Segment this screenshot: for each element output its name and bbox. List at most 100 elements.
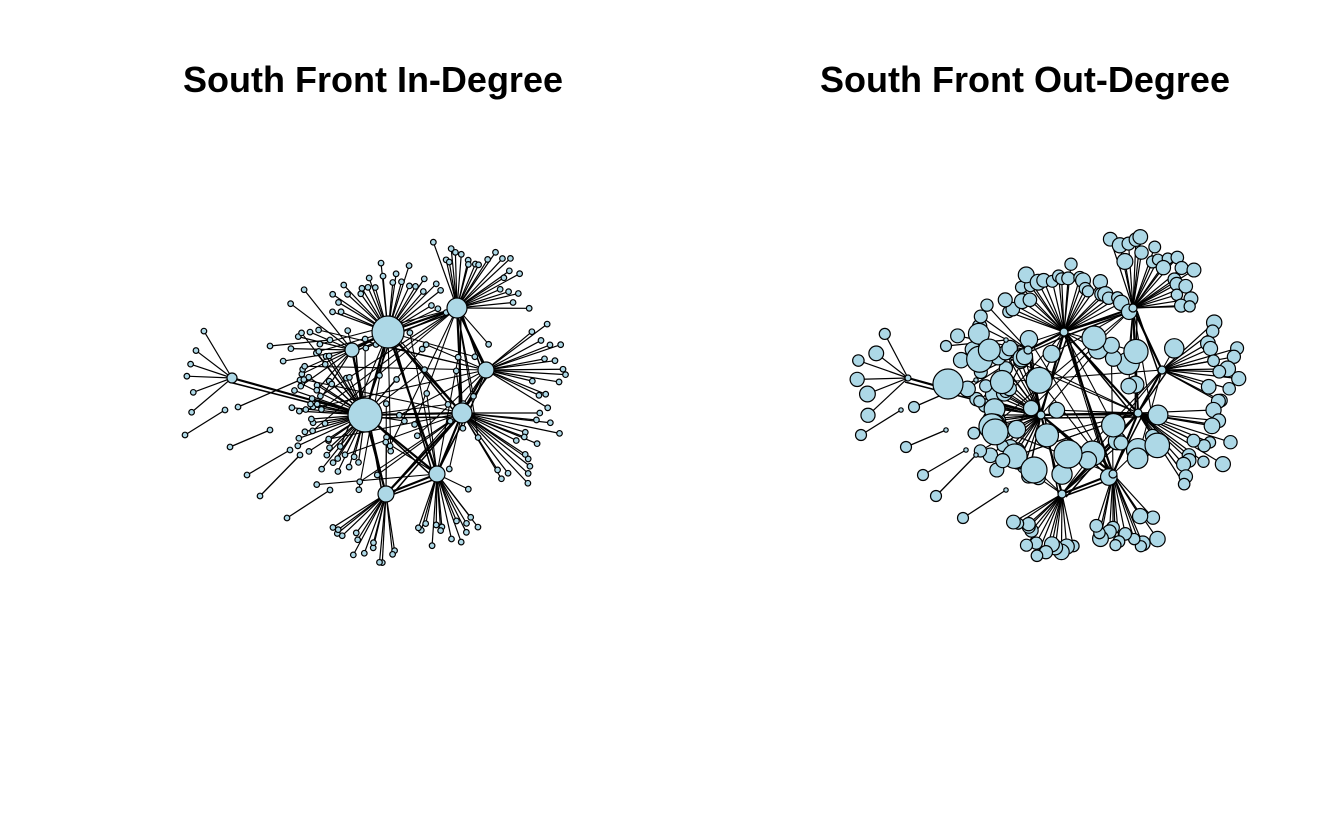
network-node [329, 459, 337, 467]
network-edge [378, 493, 387, 563]
network-edge [1112, 473, 1135, 540]
network-node [1145, 510, 1161, 525]
network-edge [316, 473, 438, 486]
network-node [350, 453, 358, 461]
network-edge [1051, 493, 1063, 545]
network-node [379, 272, 387, 280]
network-node [428, 465, 446, 483]
network-node [432, 280, 440, 288]
network-node [341, 451, 349, 459]
network-node [411, 421, 418, 428]
network-node [551, 357, 559, 365]
network-node [318, 406, 325, 413]
network-edge [1161, 360, 1214, 371]
network-edge [186, 375, 233, 379]
network-node [315, 347, 323, 355]
network-edge [193, 377, 233, 393]
network-edge [1051, 281, 1065, 333]
network-node [318, 465, 326, 473]
network-edge [436, 473, 453, 540]
network-node [462, 528, 470, 536]
network-edge [1132, 269, 1195, 309]
network-edge [994, 307, 1134, 425]
network-node [1081, 285, 1095, 298]
network-edge [860, 409, 902, 436]
network-node [854, 428, 868, 442]
network-node [221, 406, 229, 414]
network-node [533, 416, 540, 424]
network-edge [359, 412, 463, 483]
network-node [1203, 417, 1221, 435]
network-node [371, 315, 405, 349]
network-node [485, 340, 493, 348]
network-edge [485, 339, 542, 371]
network-node [377, 485, 395, 503]
network-node [562, 371, 569, 379]
network-node [355, 486, 363, 494]
network-node [400, 417, 408, 425]
network-node [1101, 412, 1126, 438]
network-node [1034, 423, 1060, 448]
network-node [370, 539, 377, 547]
network-node [445, 258, 453, 266]
network-node [420, 275, 428, 283]
network-edge [414, 307, 458, 425]
network-node [526, 462, 534, 470]
network-node [505, 288, 512, 296]
network-node [346, 373, 353, 381]
network-edge [461, 412, 529, 484]
network-node [405, 262, 413, 270]
network-node [344, 342, 360, 358]
network-node [393, 376, 400, 383]
network-node [414, 524, 422, 532]
network-node [421, 366, 428, 374]
network-node [307, 400, 314, 408]
network-node [352, 529, 360, 537]
network-edge [1132, 261, 1154, 309]
network-node [398, 278, 405, 286]
network-node [1003, 337, 1009, 343]
network-node [1042, 344, 1061, 363]
network-node [446, 297, 468, 319]
network-node [287, 300, 295, 308]
network-edge [368, 417, 435, 479]
network-node [463, 519, 470, 527]
network-node [305, 447, 313, 455]
network-node [308, 395, 316, 402]
network-node [512, 437, 520, 444]
network-node [294, 442, 302, 450]
network-node [973, 377, 979, 383]
network-node [1214, 456, 1232, 473]
network-node [337, 308, 345, 316]
network-node [536, 409, 544, 417]
network-node [357, 290, 365, 298]
network-node [405, 282, 413, 290]
network-node [226, 443, 234, 451]
network-edge [935, 454, 977, 497]
network-node [418, 345, 426, 353]
network-node [1223, 434, 1238, 450]
network-edge [431, 473, 438, 546]
network-node [295, 434, 303, 442]
network-edge [1037, 281, 1065, 333]
network-edge [1031, 493, 1063, 531]
network-edge [456, 257, 511, 309]
network-edge [905, 429, 947, 448]
network-node [395, 411, 403, 419]
network-node [307, 415, 315, 423]
network-node [1164, 338, 1185, 359]
network-node [392, 270, 400, 278]
network-edge [436, 473, 472, 518]
network-node [981, 418, 1009, 446]
network-node [939, 339, 953, 353]
network-node [412, 282, 419, 290]
network-node [852, 354, 865, 367]
network-node [326, 486, 334, 494]
network-node [932, 368, 964, 400]
network-edge [1161, 369, 1230, 390]
network-edge [1161, 369, 1219, 402]
network-node [524, 470, 532, 477]
network-node [266, 342, 274, 350]
out-degree-network-graph [849, 228, 1247, 563]
network-edge [456, 258, 503, 309]
